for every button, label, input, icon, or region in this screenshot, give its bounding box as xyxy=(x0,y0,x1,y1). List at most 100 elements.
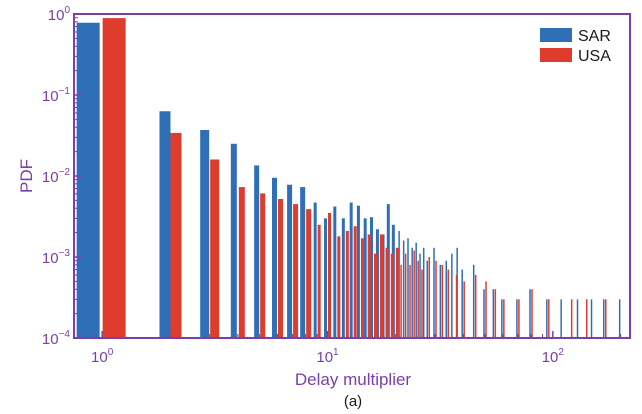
bar-usa-3 xyxy=(238,187,245,338)
bar-sar-11 xyxy=(341,218,345,338)
y-axis-label: PDF xyxy=(17,159,36,193)
bar-sar-1 xyxy=(159,111,171,338)
bar-usa-26 xyxy=(428,257,431,338)
bar-sar-20 xyxy=(398,230,400,338)
legend-label-sar: SAR xyxy=(578,28,611,45)
bar-usa-38 xyxy=(548,299,550,338)
bar-usa-32 xyxy=(474,274,477,338)
bar-sar-41 xyxy=(560,299,562,338)
bar-usa-9 xyxy=(328,212,331,338)
y-tick-label: 10−2 xyxy=(42,167,71,186)
bar-sar-43 xyxy=(590,299,593,338)
bar-usa-35 xyxy=(503,299,505,338)
bar-usa-20 xyxy=(400,264,402,338)
y-tick-label: 100 xyxy=(48,5,71,24)
bar-usa-6 xyxy=(293,204,299,338)
bar-usa-14 xyxy=(367,234,371,338)
bar-sar-12 xyxy=(349,202,353,338)
bar-usa-7 xyxy=(306,209,312,338)
bar-sar-13 xyxy=(356,205,360,338)
bar-usa-29 xyxy=(447,269,450,338)
bar-usa-13 xyxy=(360,238,364,338)
bar-usa-16 xyxy=(379,234,383,338)
bar-sar-37 xyxy=(501,299,503,338)
bar-usa-5 xyxy=(278,199,283,338)
bar-sar-0 xyxy=(76,22,100,339)
bar-usa-28 xyxy=(441,264,444,338)
bar-sar-24 xyxy=(415,242,417,338)
bar-sar-7 xyxy=(300,187,306,338)
bar-usa-19 xyxy=(395,247,399,338)
bars-layer xyxy=(76,18,621,339)
bar-usa-0 xyxy=(102,18,126,338)
bar-usa-25 xyxy=(421,269,423,338)
bar-sar-6 xyxy=(287,184,293,338)
bar-sar-17 xyxy=(381,234,385,338)
bar-sar-30 xyxy=(445,260,448,338)
bar-usa-27 xyxy=(435,260,437,338)
bar-usa-33 xyxy=(485,281,487,338)
bar-sar-2 xyxy=(200,129,210,338)
bar-sar-28 xyxy=(433,247,435,338)
bar-sar-21 xyxy=(402,240,405,338)
bar-usa-37 xyxy=(531,289,533,338)
bar-sar-42 xyxy=(576,299,579,338)
bar-sar-10 xyxy=(333,206,337,338)
bar-sar-14 xyxy=(363,218,367,338)
bar-sar-39 xyxy=(529,289,531,338)
bar-usa-31 xyxy=(463,281,465,338)
bar-usa-11 xyxy=(345,230,349,338)
bar-usa-41 xyxy=(605,299,607,338)
bar-sar-36 xyxy=(492,289,495,338)
bar-usa-4 xyxy=(260,193,266,338)
bar-usa-18 xyxy=(390,253,394,338)
bar-sar-38 xyxy=(516,299,518,338)
bar-usa-22 xyxy=(409,264,411,338)
bar-usa-8 xyxy=(317,224,321,338)
bar-sar-35 xyxy=(483,289,485,338)
bar-sar-40 xyxy=(546,299,548,338)
bar-sar-34 xyxy=(472,264,475,338)
bar-sar-33 xyxy=(461,269,463,338)
bar-sar-5 xyxy=(272,177,277,338)
bar-sar-8 xyxy=(313,202,317,338)
bar-sar-29 xyxy=(439,264,442,338)
bar-usa-1 xyxy=(170,132,182,338)
legend-swatch-sar xyxy=(540,28,572,42)
bar-usa-23 xyxy=(413,250,415,338)
tick-labels-layer: 100 10−1 10−2 10−3 10−4 100 101 102 xyxy=(42,5,564,366)
x-tick-label: 102 xyxy=(542,347,565,366)
y-tick-label: 10−3 xyxy=(42,248,71,267)
bar-sar-15 xyxy=(369,217,373,338)
bar-usa-30 xyxy=(455,274,458,338)
y-tick-label: 10−4 xyxy=(42,329,71,348)
bar-sar-31 xyxy=(451,253,453,338)
bar-usa-17 xyxy=(385,247,389,338)
figure-caption: (a) xyxy=(344,393,362,410)
bar-sar-3 xyxy=(230,143,237,338)
y-tick-label: 10−1 xyxy=(42,86,71,105)
bar-sar-27 xyxy=(426,260,429,338)
bar-sar-44 xyxy=(603,299,605,338)
bar-sar-4 xyxy=(254,165,260,338)
legend: SAR USA xyxy=(540,28,611,65)
ticks-layer xyxy=(74,13,622,339)
bar-sar-22 xyxy=(407,238,409,338)
bar-usa-34 xyxy=(494,289,497,338)
bar-sar-45 xyxy=(618,299,621,338)
bar-sar-9 xyxy=(324,218,327,338)
bar-usa-40 xyxy=(586,299,588,338)
bar-sar-25 xyxy=(419,253,421,338)
bar-usa-15 xyxy=(373,253,377,338)
bar-usa-24 xyxy=(417,260,419,338)
bar-sar-23 xyxy=(411,247,413,338)
bar-usa-12 xyxy=(353,226,357,338)
bar-usa-10 xyxy=(337,236,341,338)
bar-usa-39 xyxy=(570,299,573,338)
x-axis-label: Delay multiplier xyxy=(295,370,412,389)
bar-usa-36 xyxy=(518,299,520,338)
bar-usa-2 xyxy=(210,159,220,338)
x-tick-label: 100 xyxy=(91,347,114,366)
bar-usa-21 xyxy=(404,253,407,338)
